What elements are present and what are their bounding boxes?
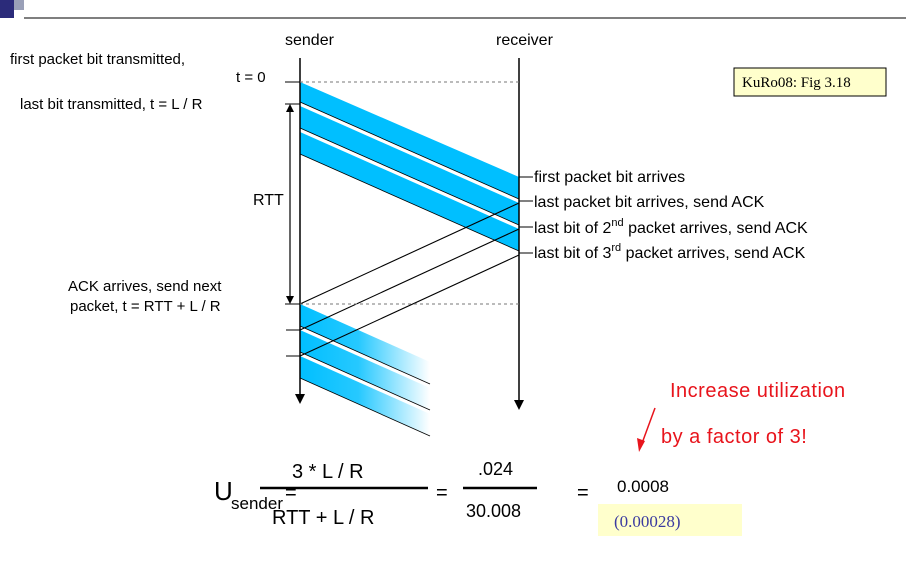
receiver-timeline-arrow-icon — [514, 400, 524, 410]
equation-equals-1: = — [285, 482, 297, 504]
next-packet-edge-2 — [299, 351, 431, 411]
third-packet-arrives-label: last bit of 3rd packet arrives, send ACK — [534, 242, 806, 262]
equation-frac2-numerator: .024 — [478, 459, 513, 479]
first-bit-transmitted-label: first packet bit transmitted, — [10, 51, 185, 68]
slide-corner-decoration — [0, 0, 906, 19]
equation-numerator: 3 * L / R — [292, 461, 364, 483]
annotation-arrow-line — [640, 407, 656, 447]
equation-sender-subscript: sender — [231, 494, 283, 513]
next-packet-band-2 — [300, 330, 430, 410]
utilization-equation: U sender = 3 * L / R RTT + L / R = .024 … — [214, 459, 669, 529]
next-packet-edge-1 — [299, 325, 431, 385]
previous-value-box — [598, 504, 742, 536]
second-packet-arrives-label: last bit of 2nd packet arrives, send ACK — [534, 217, 808, 237]
send-next-packet-label: packet, t = RTT + L / R — [70, 298, 221, 315]
increase-utilization-label: Increase utilization — [670, 380, 846, 402]
packet-band-1-edge — [299, 101, 520, 200]
equation-denominator: RTT + L / R — [272, 507, 374, 529]
packet-band-2 — [300, 106, 519, 225]
equation-equals-2: = — [436, 482, 448, 504]
packet-band-3-edge — [299, 153, 520, 252]
receiver-column-label: receiver — [496, 32, 554, 49]
packet-band-2-edge — [299, 127, 520, 226]
last-bit-arrives-label: last packet bit arrives, send ACK — [534, 194, 765, 211]
next-packet-band-1 — [300, 304, 430, 384]
ack-arrives-label: ACK arrives, send next — [68, 278, 222, 295]
rtt-arrow-down-icon — [286, 296, 294, 304]
previous-utilization-value: (0.00028) — [614, 512, 681, 531]
reference-label: KuRo08: Fig 3.18 — [742, 75, 851, 91]
ack-line-1 — [299, 202, 520, 305]
rtt-label: RTT — [253, 192, 284, 209]
factor-of-three-label: by a factor of 3! — [661, 426, 807, 448]
first-bit-arrives-label: first packet bit arrives — [534, 169, 685, 186]
ack-line-2 — [299, 228, 520, 331]
annotation-arrow-icon — [637, 438, 645, 452]
equation-u: U — [214, 476, 233, 506]
next-packet-edge-3 — [299, 377, 431, 437]
packet-band-3 — [300, 132, 519, 251]
reference-box — [733, 67, 887, 97]
t-zero-label: t = 0 — [236, 69, 266, 86]
equation-frac2-denominator: 30.008 — [466, 501, 521, 521]
sender-timeline-arrow-icon — [295, 394, 305, 404]
rtt-arrow-up-icon — [286, 104, 294, 112]
last-bit-transmitted-label: last bit transmitted, t = L / R — [20, 96, 203, 113]
equation-result: 0.0008 — [617, 477, 669, 496]
equation-equals-3: = — [577, 482, 589, 504]
next-packet-band-3 — [300, 356, 430, 436]
rtt-label-bg — [252, 188, 288, 210]
sender-column-label: sender — [285, 32, 335, 49]
packet-band-1 — [300, 82, 519, 199]
ack-line-3 — [299, 254, 520, 357]
